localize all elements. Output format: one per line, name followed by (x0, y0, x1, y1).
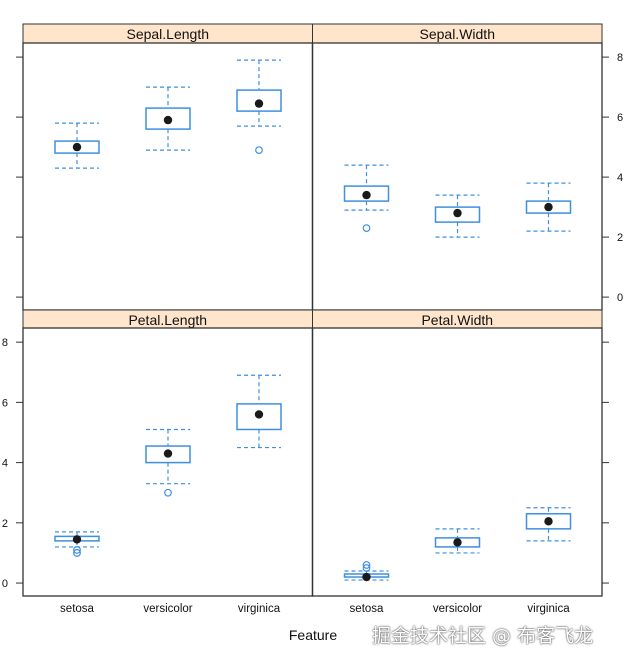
y-tick-label: 6 (2, 397, 8, 409)
x-tick-label: virginica (238, 603, 281, 615)
panel-frame (22, 42, 314, 311)
x-tick-label: versicolor (143, 603, 192, 615)
y-tick-label: 2 (617, 232, 623, 244)
outlier-point (164, 488, 172, 497)
outlier-point (73, 549, 81, 557)
outlier-point (362, 561, 371, 569)
outlier-point (255, 146, 263, 155)
outlier-point (362, 224, 371, 233)
median-dot (362, 572, 371, 582)
x-tick-label: virginica (527, 603, 570, 615)
y-tick-label: 8 (2, 337, 8, 349)
y-tick-label: 4 (617, 172, 623, 184)
median-dot (163, 115, 173, 125)
panel-title: Sepal.Length (126, 26, 209, 42)
y-tick-label: 0 (2, 578, 8, 590)
watermark: 掘金技术社区 @ 布客飞龙 (372, 625, 594, 647)
outlier-point (362, 564, 371, 572)
median-dot (544, 517, 553, 526)
median-dot (453, 538, 462, 547)
y-tick-label: 4 (2, 458, 8, 470)
outlier-point (73, 546, 81, 554)
box-virginica (236, 403, 282, 431)
median-dot (163, 449, 173, 458)
x-tick-label: versicolor (433, 603, 482, 615)
y-tick-label: 6 (617, 112, 623, 124)
y-tick-label: 0 (617, 292, 623, 304)
x-tick-label: setosa (60, 603, 94, 615)
median-dot (72, 535, 82, 544)
median-dot (254, 410, 264, 419)
median-dot (254, 99, 264, 108)
panel-title: Sepal.Width (420, 26, 495, 42)
panel-frame (311, 42, 603, 311)
panel-title: Petal.Length (128, 312, 207, 328)
y-tick-label: 2 (2, 518, 8, 530)
x-axis-label: Feature (289, 627, 337, 643)
median-dot (362, 190, 371, 200)
y-tick-label: 8 (617, 52, 623, 64)
median-dot (72, 142, 82, 152)
median-dot (544, 202, 553, 212)
x-tick-label: setosa (350, 603, 384, 615)
panel-frame (311, 327, 603, 597)
panel-title: Petal.Width (421, 312, 493, 328)
median-dot (453, 208, 462, 218)
